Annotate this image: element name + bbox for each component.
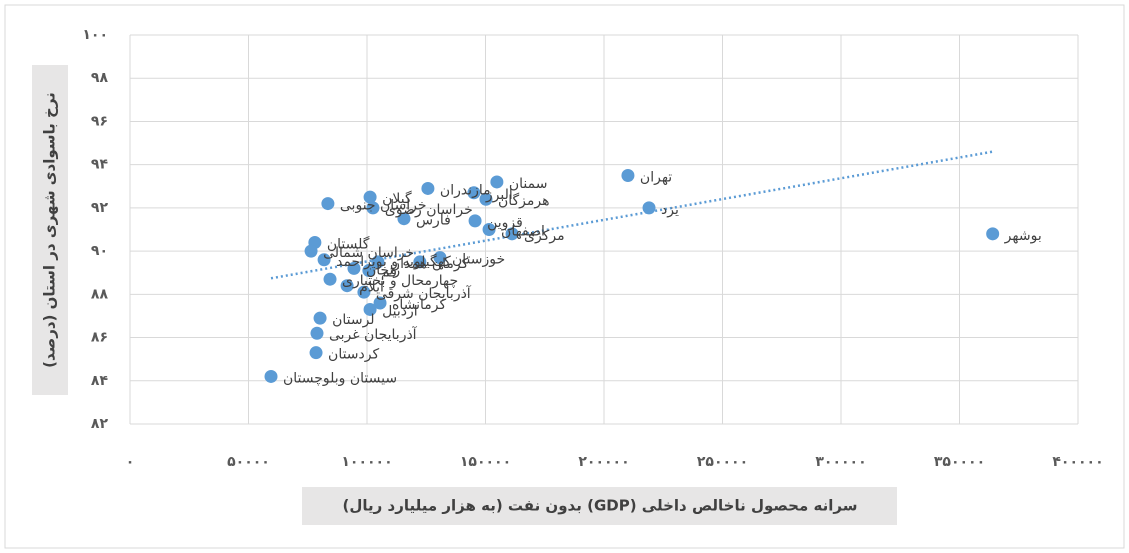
point-label: سمنان (509, 176, 548, 192)
point-label: همدان (390, 256, 427, 272)
point (363, 302, 377, 316)
point (433, 251, 447, 265)
point-label: مرکزی (524, 228, 565, 244)
point-label: گیلان (382, 190, 412, 207)
point (363, 190, 377, 204)
point (621, 168, 635, 182)
point-label: خراسان جنوبی (340, 198, 427, 214)
point (413, 255, 427, 269)
point-label: کرمان (432, 256, 469, 272)
y-tick-label: ۸۸ (91, 286, 109, 302)
point-label: گلستان (327, 235, 370, 252)
point (482, 223, 496, 236)
y-tick-label: ۸۲ (91, 416, 109, 432)
point (304, 244, 318, 258)
point-label: کردستان (328, 347, 379, 363)
point-label: کرمانشاه (392, 297, 446, 313)
point-label: قم (381, 265, 397, 281)
x-tick-label: ۴۰۰۰۰۰ (1052, 454, 1103, 470)
y-tick-label: ۹۰ (91, 243, 108, 259)
point (505, 227, 519, 241)
point (467, 186, 481, 200)
x-tick-label: ۲۰۰۰۰۰ (578, 454, 629, 470)
x-tick-label: ۵۰۰۰۰ (227, 454, 270, 470)
point-label: سیستان وبلوچستان (283, 370, 397, 386)
point-label: خراسان شمالی (323, 245, 414, 261)
point-label: تهران (640, 169, 672, 185)
point-label: کهگیلویه و بویراحمد (336, 253, 451, 270)
x-axis-label: سرانه محصول ناخالص داخلی (GDP) بدون نفت … (343, 497, 858, 515)
y-tick-label: ۹۴ (91, 157, 109, 173)
point-label: یزد (661, 202, 679, 218)
point-label: قزوین (487, 215, 523, 231)
point (317, 253, 331, 267)
x-tick-label: ۱۰۰۰۰۰ (341, 454, 392, 470)
point-label: آذربایجان شرقی (376, 285, 472, 302)
point (310, 326, 324, 340)
x-tick-label: ۳۵۰۰۰۰ (934, 454, 985, 470)
point (479, 192, 493, 206)
point (347, 261, 361, 275)
x-tick-label: ۲۵۰۰۰۰ (697, 454, 748, 470)
y-tick-label: ۹۸ (91, 70, 109, 86)
point (362, 264, 376, 278)
y-axis-label: نرخ باسوادی شهری در استان (درصد) (41, 92, 59, 368)
point-label: ایلام (359, 280, 384, 296)
y-label-box (32, 65, 68, 395)
point-label: چهارمحال و بختیاری (342, 273, 458, 289)
point-label: خراسان رضوی (385, 202, 473, 218)
point (468, 214, 482, 228)
point (642, 201, 656, 215)
point-label: البرز (485, 187, 513, 203)
x-tick-label: ۱۵۰۰۰۰ (460, 454, 511, 470)
y-tick-label: ۸۶ (91, 330, 108, 346)
point-label: فارس (416, 213, 451, 229)
point-label: بوشهر (1004, 228, 1042, 244)
point-label: خوزستان (452, 252, 505, 268)
trendline (270, 150, 993, 280)
point-label: هرمزگان (498, 192, 550, 209)
point (321, 197, 335, 211)
point-label: آذربایجان غربی (329, 326, 418, 343)
point-label: زنجان (366, 262, 400, 278)
point (373, 296, 387, 310)
point (490, 175, 504, 189)
point (264, 369, 278, 383)
point (421, 181, 435, 195)
y-tick-label: ۱۰۰ (82, 27, 108, 43)
point (371, 255, 385, 269)
y-tick-label: ۸۴ (91, 373, 109, 389)
point-label: اردبیل (382, 303, 418, 319)
point-label: لرستان (332, 312, 375, 328)
point (309, 346, 323, 360)
x-tick-label: ۳۰۰۰۰۰ (815, 454, 866, 470)
point (366, 201, 380, 215)
point (397, 212, 411, 226)
point-label: اصفهان (501, 224, 545, 240)
point (986, 227, 1000, 241)
point-label: مازندران (440, 182, 491, 198)
y-tick-label: ۹۲ (91, 200, 109, 216)
x-tick-label: ۰ (126, 454, 135, 470)
point (340, 279, 354, 293)
y-tick-label: ۹۶ (91, 113, 108, 129)
point (323, 272, 337, 286)
point (357, 285, 371, 299)
chart-border (4, 4, 1125, 549)
x-label-box (302, 487, 897, 525)
point (313, 311, 327, 325)
